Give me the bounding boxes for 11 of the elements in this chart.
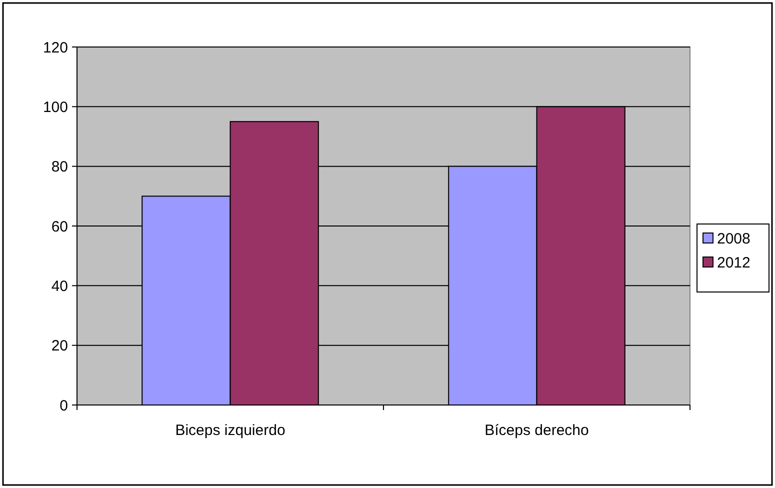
y-tick-label: 40 [51, 278, 68, 295]
y-tick-label: 0 [60, 397, 68, 414]
legend-label: 2012 [717, 254, 750, 272]
y-tick-label: 60 [51, 218, 68, 236]
y-tick-label: 100 [42, 98, 68, 116]
x-tick-label: Bíceps derecho [484, 422, 589, 439]
y-tick-label: 120 [42, 39, 68, 56]
y-tick-label: 20 [51, 338, 68, 355]
legend-label: 2008 [717, 230, 750, 248]
x-tick-label: Biceps izquierdo [175, 422, 286, 439]
y-tick-label: 80 [51, 158, 68, 176]
